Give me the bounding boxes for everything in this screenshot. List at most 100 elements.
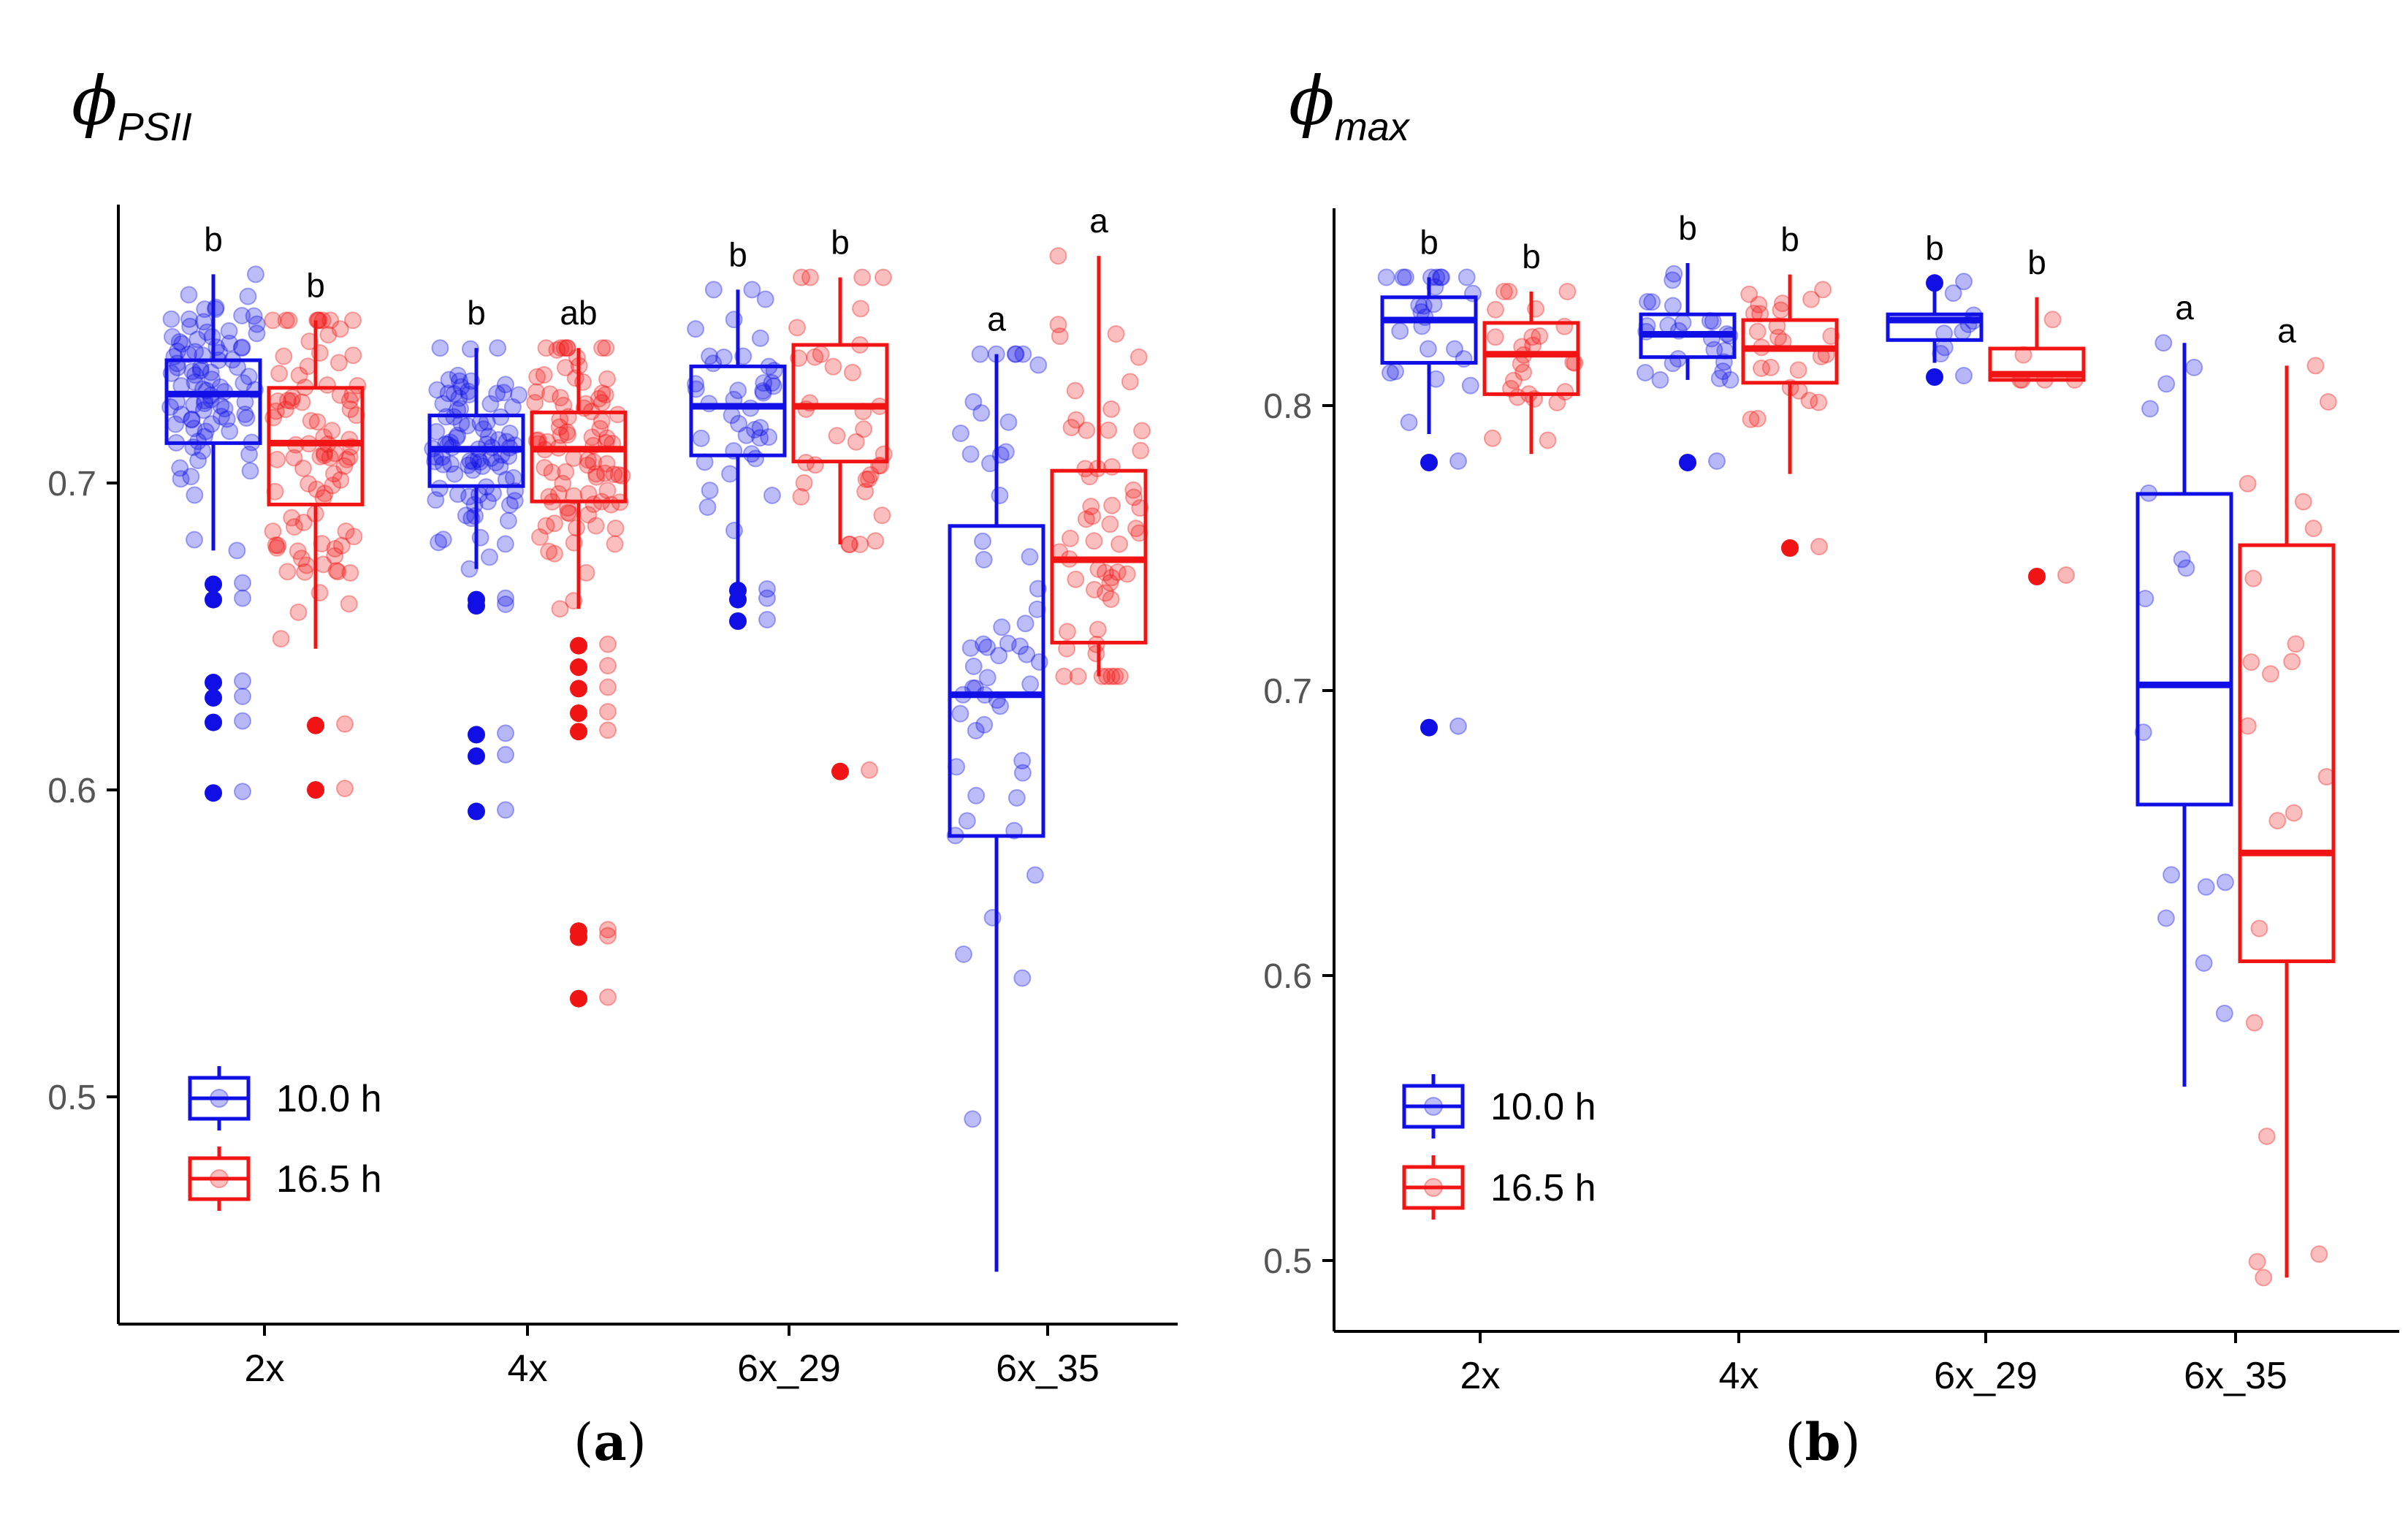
jitter-point bbox=[1106, 667, 1124, 685]
jitter-point bbox=[1089, 620, 1107, 639]
jitter-point bbox=[248, 324, 266, 343]
jitter-point bbox=[541, 385, 559, 403]
jitter-point bbox=[450, 372, 468, 390]
significance-letter: ab bbox=[560, 294, 597, 332]
jitter-point bbox=[430, 533, 448, 552]
outlier-point bbox=[1781, 539, 1799, 557]
jitter-point bbox=[473, 457, 492, 475]
outlier-point bbox=[1679, 454, 1696, 471]
jitter-point bbox=[446, 465, 464, 483]
outlier-point bbox=[468, 726, 485, 744]
box-4x-16h bbox=[1740, 274, 1840, 557]
jitter-point bbox=[329, 563, 347, 581]
jitter-point bbox=[751, 419, 769, 437]
jitter-point bbox=[191, 361, 210, 379]
jitter-point bbox=[234, 783, 251, 801]
jitter-point bbox=[2215, 1004, 2233, 1022]
jitter-point bbox=[2173, 550, 2191, 569]
jitter-point bbox=[1108, 563, 1127, 582]
jitter-point bbox=[2185, 358, 2203, 376]
jitter-point bbox=[558, 339, 576, 357]
jitter-point bbox=[324, 476, 342, 495]
jitter-point bbox=[2157, 909, 2175, 927]
jitter-point bbox=[289, 603, 308, 621]
jitter-point bbox=[202, 363, 220, 381]
jitter-point bbox=[1132, 441, 1150, 460]
jitter-point bbox=[331, 320, 349, 338]
jitter-point bbox=[579, 456, 597, 474]
jitter-point bbox=[1558, 283, 1577, 300]
significance-letter: b bbox=[2027, 243, 2046, 281]
jitter-point bbox=[2255, 1269, 2273, 1287]
y-tick-label: 0.5 bbox=[47, 1079, 96, 1117]
jitter-point bbox=[474, 420, 492, 438]
significance-letter: b bbox=[306, 266, 325, 304]
jitter-point bbox=[536, 459, 554, 477]
jitter-point bbox=[1011, 637, 1029, 655]
jitter-point bbox=[277, 311, 295, 330]
jitter-point bbox=[347, 406, 365, 425]
jitter-point bbox=[268, 539, 286, 557]
jitter-point bbox=[457, 506, 475, 525]
significance-letter: b bbox=[204, 220, 223, 258]
jitter-point bbox=[234, 688, 251, 705]
jitter-point bbox=[479, 427, 498, 446]
jitter-point bbox=[496, 535, 514, 553]
jitter-point bbox=[698, 498, 717, 517]
jitter-point bbox=[500, 496, 519, 514]
jitter-point bbox=[172, 406, 191, 424]
jitter-point bbox=[587, 517, 605, 535]
jitter-point bbox=[1014, 345, 1032, 363]
jitter-point bbox=[975, 715, 994, 734]
jitter-point bbox=[745, 421, 763, 439]
jitter-point bbox=[599, 988, 617, 1006]
y-tick-label: 0.7 bbox=[47, 465, 96, 503]
jitter-point bbox=[465, 495, 484, 514]
jitter-point bbox=[302, 411, 320, 430]
jitter-point bbox=[497, 724, 514, 742]
jitter-point bbox=[447, 428, 465, 446]
jitter-point bbox=[499, 512, 517, 530]
outlier-point bbox=[570, 704, 587, 722]
outlier-point bbox=[1420, 718, 1438, 737]
caption-close-paren: ) bbox=[627, 1413, 647, 1472]
jitter-point bbox=[851, 536, 869, 553]
jitter-point bbox=[186, 343, 205, 361]
jitter-point bbox=[567, 519, 585, 537]
jitter-point bbox=[730, 414, 748, 433]
legend-label: 16.5 h bbox=[1490, 1167, 1596, 1209]
jitter-point bbox=[2283, 653, 2301, 671]
jitter-point bbox=[332, 471, 350, 489]
jitter-point bbox=[445, 384, 463, 403]
jitter-point bbox=[1531, 327, 1549, 345]
jitter-point bbox=[577, 563, 595, 582]
y-tick-label: 0.5 bbox=[1263, 1242, 1312, 1281]
jitter-point bbox=[489, 339, 507, 357]
jitter-point bbox=[185, 419, 203, 438]
jitter-point bbox=[701, 482, 719, 500]
jitter-point bbox=[792, 487, 810, 506]
jitter-point bbox=[974, 532, 992, 550]
box-6x_35-16h bbox=[1049, 247, 1151, 685]
jitter-point bbox=[599, 635, 617, 653]
jitter-point bbox=[828, 427, 846, 445]
jitter-point bbox=[751, 429, 769, 447]
jitter-point bbox=[606, 535, 624, 553]
jitter-point bbox=[497, 801, 514, 819]
jitter-point bbox=[497, 596, 514, 613]
jitter-point bbox=[275, 347, 293, 365]
jitter-point bbox=[1125, 488, 1143, 506]
jitter-point bbox=[1061, 529, 1079, 547]
jitter-point bbox=[289, 542, 307, 560]
outlier-point bbox=[2028, 568, 2046, 585]
jitter-point bbox=[584, 453, 603, 471]
jitter-point bbox=[430, 479, 449, 498]
jitter-point bbox=[1433, 268, 1451, 286]
jitter-point bbox=[958, 812, 976, 830]
jitter-point bbox=[268, 450, 286, 468]
jitter-point bbox=[269, 536, 287, 555]
jitter-point bbox=[162, 310, 180, 328]
jitter-point bbox=[1110, 535, 1129, 553]
significance-letter: b bbox=[1420, 224, 1439, 262]
jitter-point bbox=[552, 426, 570, 444]
